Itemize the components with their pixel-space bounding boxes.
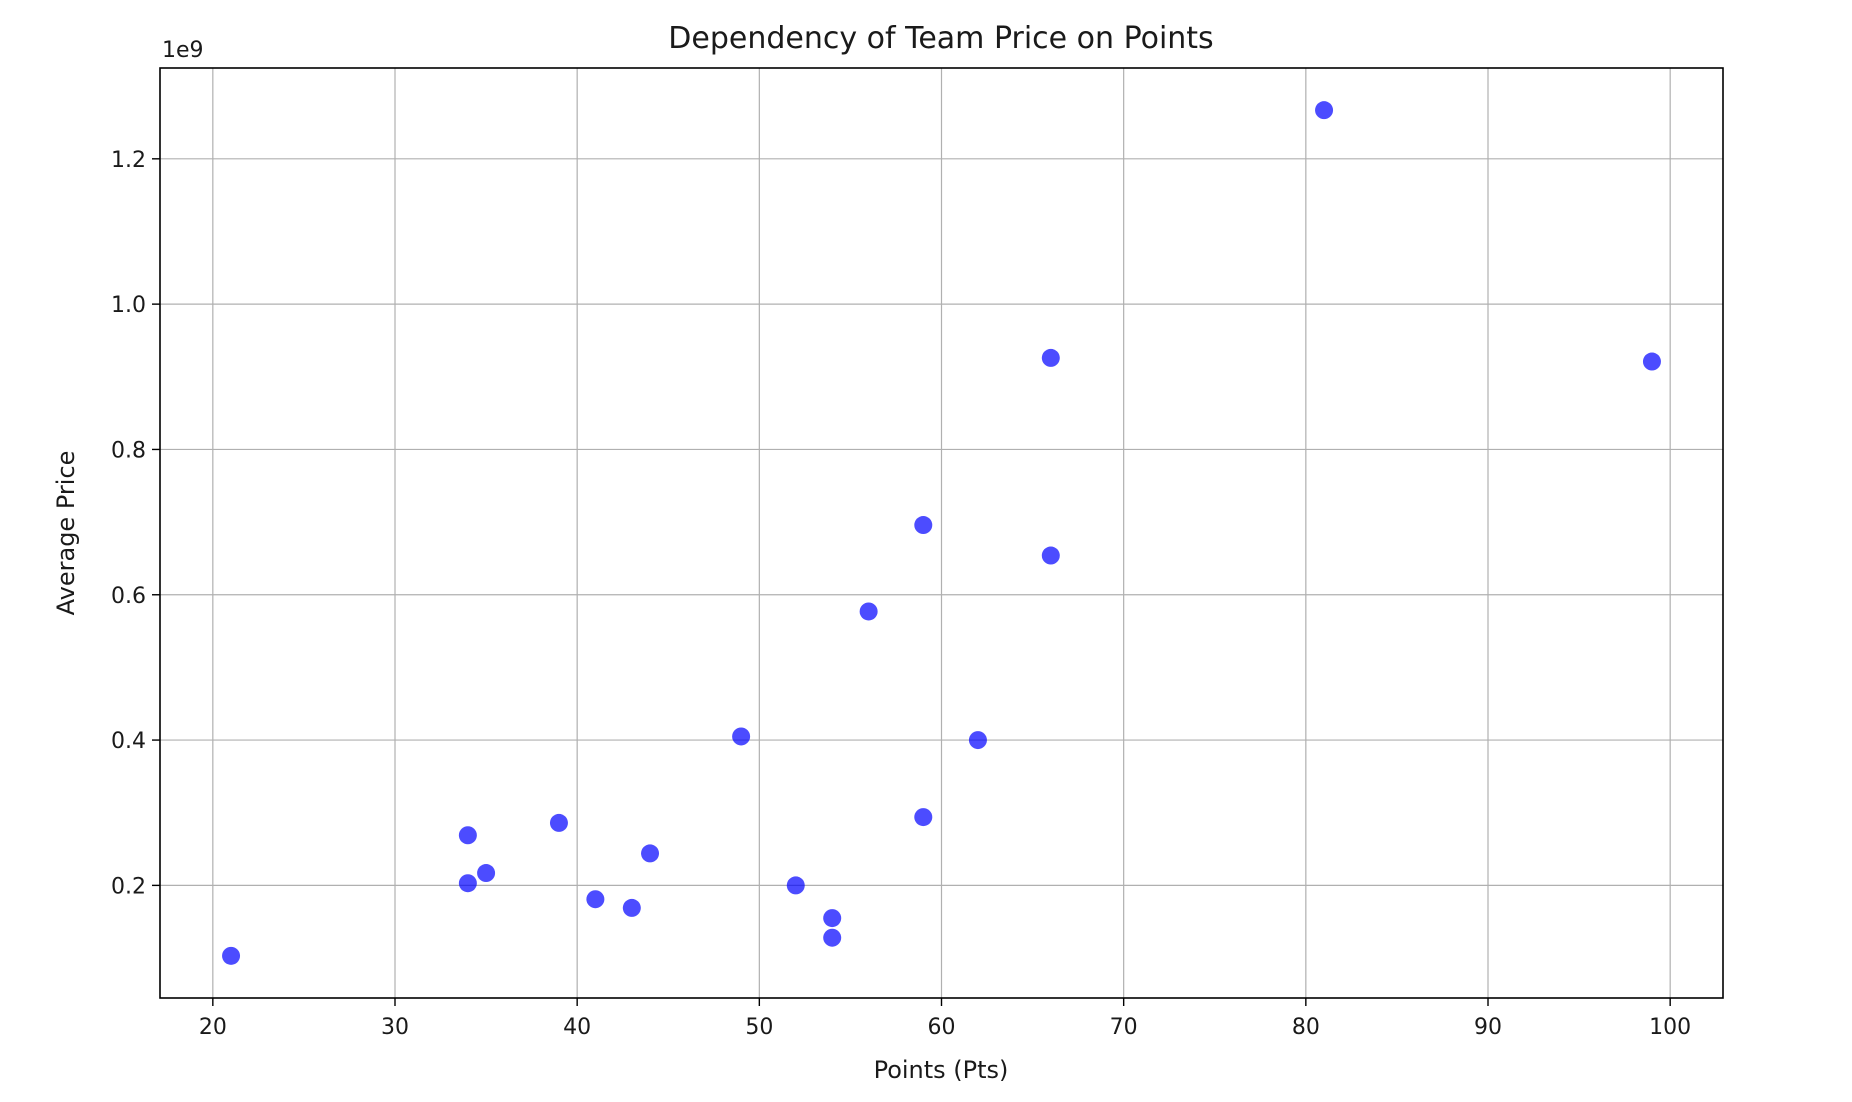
y-tick-label: 0.6	[111, 584, 146, 609]
data-point	[823, 928, 842, 947]
data-point	[622, 898, 641, 917]
x-tick-label: 60	[928, 1015, 956, 1040]
y-axis-offset-label: 1e9	[162, 38, 204, 63]
data-point	[1041, 546, 1060, 565]
data-point	[914, 808, 933, 827]
data-point	[968, 731, 987, 750]
data-point	[1315, 101, 1334, 120]
y-tick-label: 0.4	[111, 729, 146, 754]
x-tick-label: 70	[1110, 1015, 1138, 1040]
y-tick-label: 1.2	[111, 148, 146, 173]
y-tick-label: 0.2	[111, 874, 146, 899]
data-point	[222, 946, 241, 965]
data-point	[859, 602, 878, 621]
data-point	[1041, 348, 1060, 367]
data-point	[458, 826, 477, 845]
axis-ticks: 20 30 40 50 60 70 80 90 100 0.2 0.4 0.6 0.8 1.0 1.2	[111, 148, 1691, 1040]
x-axis-label: Points (Pts)	[874, 1056, 1009, 1084]
data-point	[458, 874, 477, 893]
x-tick-label: 100	[1649, 1015, 1691, 1040]
data-point	[477, 864, 496, 883]
data-point	[549, 813, 568, 832]
x-tick-label: 80	[1292, 1015, 1320, 1040]
data-point	[823, 909, 842, 928]
y-tick-label: 0.8	[111, 438, 146, 463]
data-point	[586, 890, 605, 909]
grid-layer	[160, 68, 1723, 998]
data-point	[786, 876, 805, 895]
y-tick-label: 1.0	[111, 293, 146, 318]
data-point	[641, 844, 660, 863]
x-tick-label: 30	[381, 1015, 409, 1040]
chart-title: Dependency of Team Price on Points	[668, 21, 1213, 56]
data-point	[732, 727, 751, 746]
x-tick-label: 50	[745, 1015, 773, 1040]
x-tick-label: 40	[563, 1015, 591, 1040]
data-point	[914, 516, 933, 535]
x-tick-label: 20	[199, 1015, 227, 1040]
data-point	[1642, 352, 1661, 371]
data-points	[222, 101, 1661, 965]
y-axis-label: Average Price	[52, 451, 80, 616]
x-tick-label: 90	[1474, 1015, 1502, 1040]
